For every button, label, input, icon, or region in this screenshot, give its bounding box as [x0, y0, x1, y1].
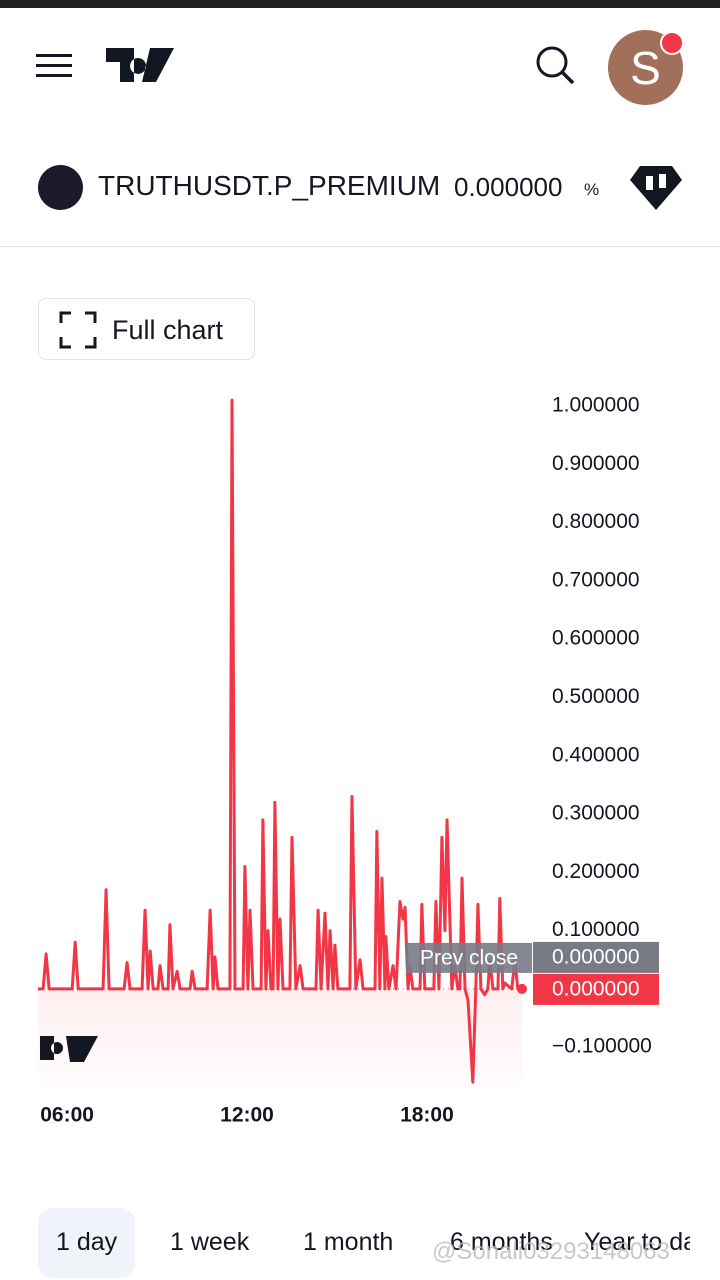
- prev-close-badge: [533, 941, 659, 973]
- y-tick-label: 0.200000: [552, 860, 640, 883]
- logo[interactable]: [106, 48, 174, 82]
- notification-dot: [660, 31, 684, 55]
- price-line: [38, 398, 522, 1084]
- y-tick-label: 0.600000: [552, 627, 640, 650]
- symbol-name[interactable]: TRUTHUSDT.P_PREMIUM: [98, 170, 441, 201]
- symbol-change: 0.000000: [454, 172, 563, 202]
- y-tick-label: 0.800000: [552, 510, 640, 533]
- premium-icon[interactable]: [630, 166, 682, 210]
- x-tick-label: 12:00: [220, 1104, 274, 1127]
- x-tick-label: 18:00: [400, 1104, 454, 1127]
- period-tab[interactable]: 1 month: [303, 1228, 394, 1256]
- status-bar: [0, 0, 720, 8]
- avatar[interactable]: S: [608, 30, 683, 105]
- period-tabs: 1 day 1 week 1 month 6 months Year to date: [0, 1208, 690, 1280]
- watermark: @Sonali03293148063: [432, 1238, 670, 1265]
- period-tab[interactable]: 1 week: [170, 1228, 250, 1256]
- y-tick-label: 0.300000: [552, 802, 640, 825]
- last-point: [517, 983, 527, 994]
- y-tick-label: 0.100000: [552, 918, 640, 941]
- y-tick-label: 0.500000: [552, 685, 640, 708]
- symbol-unit: %: [584, 180, 600, 199]
- last-value-label: 0.000000: [552, 977, 640, 1000]
- last-value-badge: [533, 973, 659, 1005]
- menu-button[interactable]: [36, 52, 72, 80]
- prev-close-name: Prev close: [420, 946, 518, 969]
- symbol-icon: [38, 165, 83, 210]
- x-tick-label: 06:00: [40, 1104, 94, 1127]
- y-tick-label: 0.700000: [552, 568, 640, 591]
- prev-close-label: 0.000000: [552, 945, 640, 968]
- watermark-logo: [40, 1036, 98, 1062]
- period-tab[interactable]: 6 months: [450, 1228, 553, 1256]
- chart: 1.000000 0.900000 0.800000 0.700000 0.600000…: [38, 394, 659, 1127]
- period-tab[interactable]: Year to date: [584, 1228, 690, 1256]
- y-tick-label: 1.000000: [552, 394, 640, 417]
- prev-close-tag: [406, 942, 532, 973]
- y-tick-label: 0.400000: [552, 743, 640, 766]
- fullscreen-icon: [59, 311, 97, 349]
- search-button[interactable]: [534, 44, 576, 86]
- full-chart-button[interactable]: Full chart: [38, 298, 255, 360]
- y-tick-label: 0.900000: [552, 452, 640, 475]
- full-chart-label: Full chart: [112, 315, 224, 345]
- period-tab[interactable]: 1 day: [38, 1208, 136, 1278]
- divider: [0, 246, 720, 247]
- area-fill: [38, 989, 522, 1089]
- y-tick-label: −0.100000: [552, 1035, 652, 1058]
